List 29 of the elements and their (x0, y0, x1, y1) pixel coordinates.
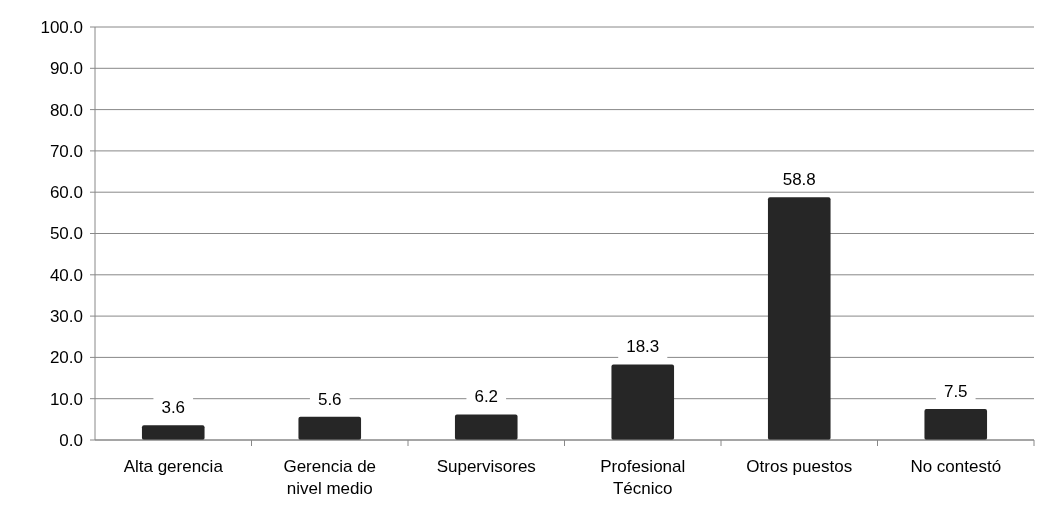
y-tick-label: 0.0 (59, 430, 83, 450)
data-label: 5.6 (317, 389, 342, 409)
data-label: 3.6 (161, 398, 186, 418)
x-tick-label: Profesional Técnico (600, 457, 686, 498)
bar (767, 197, 831, 440)
y-tick-label: 100.0 (40, 17, 83, 37)
data-label: 7.5 (943, 381, 968, 401)
data-label: 18.3 (626, 337, 660, 357)
y-tick-label: 40.0 (49, 265, 83, 285)
bar (611, 364, 675, 440)
x-tick-label: Gerencia de nivel medio (283, 457, 377, 498)
bar (924, 409, 988, 440)
y-tick-label: 10.0 (49, 389, 83, 409)
y-tick-label: 20.0 (49, 348, 83, 368)
y-tick-label: 90.0 (49, 59, 83, 79)
data-label: 6.2 (474, 387, 499, 407)
x-tick-label: No contestó (910, 457, 1002, 476)
x-tick-label: Supervisores (436, 457, 536, 476)
x-tick-label: Otros puestos (746, 457, 853, 476)
x-tick-label: Alta gerencia (123, 457, 224, 476)
y-tick-label: 60.0 (49, 183, 83, 203)
bar (454, 414, 518, 440)
y-tick-label: 30.0 (49, 307, 83, 327)
data-label: 58.8 (782, 170, 816, 190)
y-tick-label: 50.0 (49, 224, 83, 244)
y-tick-label: 70.0 (49, 141, 83, 161)
bar (298, 416, 362, 440)
y-tick-label: 80.0 (49, 100, 83, 120)
bar (141, 425, 205, 440)
